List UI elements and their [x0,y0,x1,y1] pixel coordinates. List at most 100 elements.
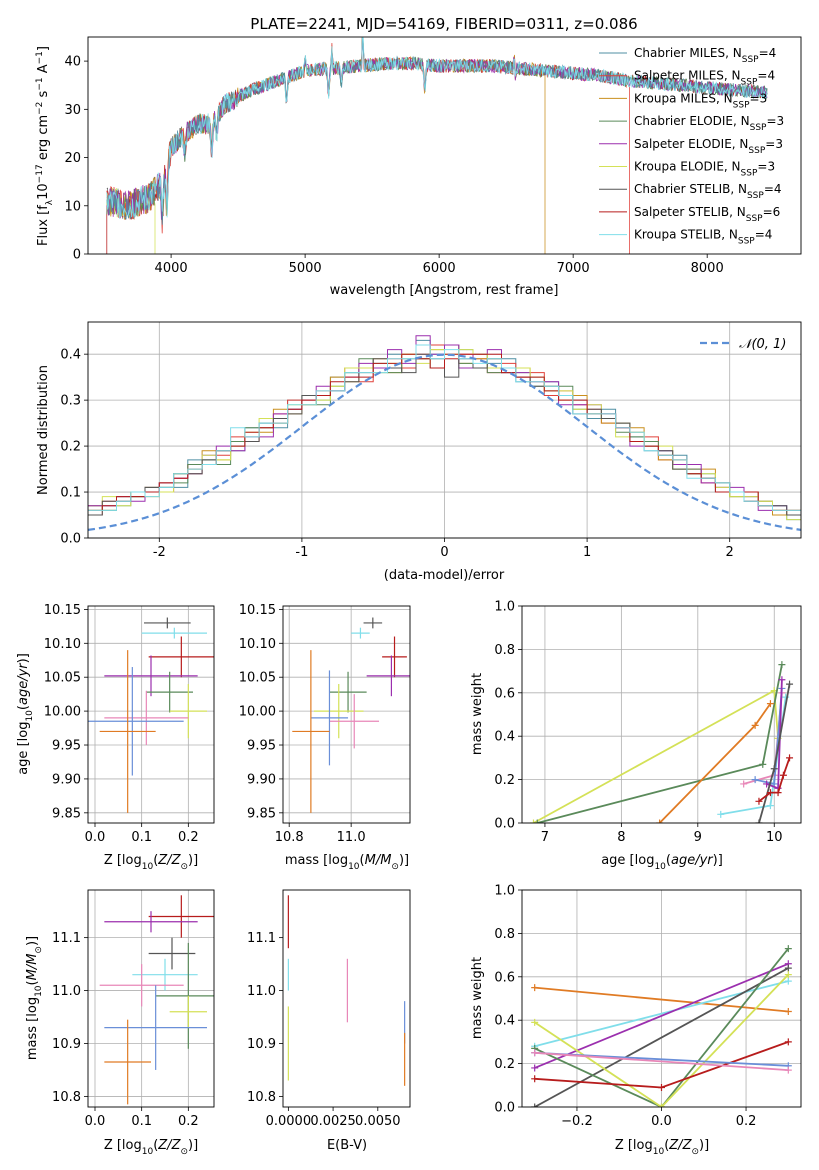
label-part: Z/Z [157,1138,181,1153]
y-tick-label: 11.0 [52,984,81,999]
label-part: Z/Z [668,1138,692,1153]
errorbar-salpeter_elodie [104,655,198,697]
weight-marker [779,771,787,779]
weight-marker [531,1049,539,1057]
weight-marker [658,1083,665,1091]
weight-marker [656,819,664,823]
label-part: ⊙ [391,862,399,872]
x-tick-label: 4000 [155,261,188,276]
y-tick-label: 0.0 [494,817,515,832]
weight-marker [658,1103,665,1107]
legend-entry: Salpeter ELODIE, NSSP=3 [634,137,783,156]
axes-weight_vs_Z: −0.2 0.0 0.2 0.0 0.2 0.4 0.6 0.8 1.0 [494,884,802,1129]
weight-line-chabrier_elodie [537,664,783,823]
errorbar-salpeter_elodie [104,911,198,933]
y-axis-label: Normed distribution [36,365,51,495]
weight-line-chabrier_stelib [534,967,789,1107]
weight-marker [786,754,794,762]
weight-marker [784,964,792,972]
label-part: =4 [757,69,775,83]
label-part: −1 [35,51,45,64]
label-part: 10 [654,862,666,872]
label-part: Salpeter ELODIE, N [634,137,748,151]
axes-frame [282,889,411,1108]
weight-line-kroupa_elodie [533,689,779,823]
label-part: Chabrier STELIB, N [634,182,747,196]
label-part: ( [360,853,365,868]
x-axis-label: E(B-V) [327,1138,367,1153]
y-tick-label: 0.4 [494,1014,515,1029]
errorbar-pink [104,690,189,746]
label-part: −1 [35,77,45,90]
axes-age_vs_Z: 0.0 0.1 0.2 9.85 9.90 9.95 10.00 10.05 10.10 10.1… [44,603,215,845]
y-tick-label: 0.0 [60,532,81,547]
x-tick-label: 7000 [557,261,590,276]
y-tick-label: 9.95 [247,739,276,754]
weight-marker [766,802,774,810]
label-part: ( [25,980,40,985]
y-tick-label: 9.95 [52,739,81,754]
x-tick-label: 0.0 [651,1114,672,1129]
axes-frame [521,889,802,1108]
legend-gaussian-label: 𝒩(0, 1) [739,337,786,352]
weight-marker [766,789,774,797]
weight-marker [755,797,763,805]
x-tick-label: 0.0025 [310,1114,356,1129]
errorbar-blue [310,670,349,766]
label-part: mass [log [285,853,348,868]
histogram-step-chabrier_elodie [88,344,801,521]
y-tick-label: 10.8 [52,1090,81,1105]
x-tick-label: 0.1 [131,830,152,845]
label-part: =3 [765,137,783,151]
y-tick-label: 10.00 [239,705,276,720]
plot-area-weight_vs_age [529,661,794,823]
label-part: A [36,64,51,77]
label-part: Z/Z [157,853,181,868]
errorbar-chabrier_stelib [148,937,196,970]
errorbar-blue [88,667,184,776]
label-part: ] [36,46,51,51]
weight-marker [531,984,539,992]
label-part: =4 [759,46,777,60]
label-part: ⊙ [34,946,44,954]
label-part: mass [log [25,997,40,1060]
legend-entry: Chabrier MILES, NSSP=4 [634,46,776,65]
label-part: =4 [764,182,782,196]
label-part: )] [25,936,40,946]
plot-area-mass_vs_Z [99,895,214,1105]
chart-title: PLATE=2241, MJD=54169, FIBERID=0311, z=0… [250,15,637,33]
y-tick-label: 1.0 [494,600,515,615]
errorbar-chabrier_elodie [146,671,193,713]
errorbar-orange [292,650,330,813]
label-part: ( [666,853,671,868]
y-tick-label: 0.8 [494,927,515,942]
errorbar-blue [104,985,207,1070]
weight-marker [533,819,541,823]
x-tick-label: 0.1 [131,1114,152,1129]
label-part: age/yr [16,662,31,705]
label-part: =3 [757,160,775,174]
label-part: ⊙ [691,1147,699,1157]
label-part: Kroupa MILES, N [634,91,733,105]
x-tick-label: -1 [295,545,308,560]
label-part: SSP [750,123,767,133]
errorbar-kroupa_stelib [351,627,370,639]
label-part: −2 [35,102,45,115]
x-tick-label: 0.2 [178,830,199,845]
x-tick-label: 0.2 [178,1114,199,1129]
label-part: 10 [142,862,154,872]
y-tick-label: 10.10 [44,637,81,652]
x-tick-label: 7 [541,830,549,845]
x-axis-label: mass [log10(M/M⊙)] [285,853,409,872]
label-part: )] [699,1138,709,1153]
legend-entry: Salpeter STELIB, NSSP=6 [634,205,780,224]
label-part: )] [399,853,409,868]
weight-marker [786,680,794,688]
weight-marker [751,776,759,784]
axes-age_vs_mass: 10.8 11.0 9.85 9.90 9.95 10.00 10.05 10.10 10.15 [239,603,411,845]
label-part: )] [188,853,198,868]
y-tick-label: 0 [73,248,81,263]
y-tick-label: 10.15 [44,603,81,618]
errorbar-kroupa_elodie [169,995,207,1028]
x-tick-label: 1 [583,545,591,560]
